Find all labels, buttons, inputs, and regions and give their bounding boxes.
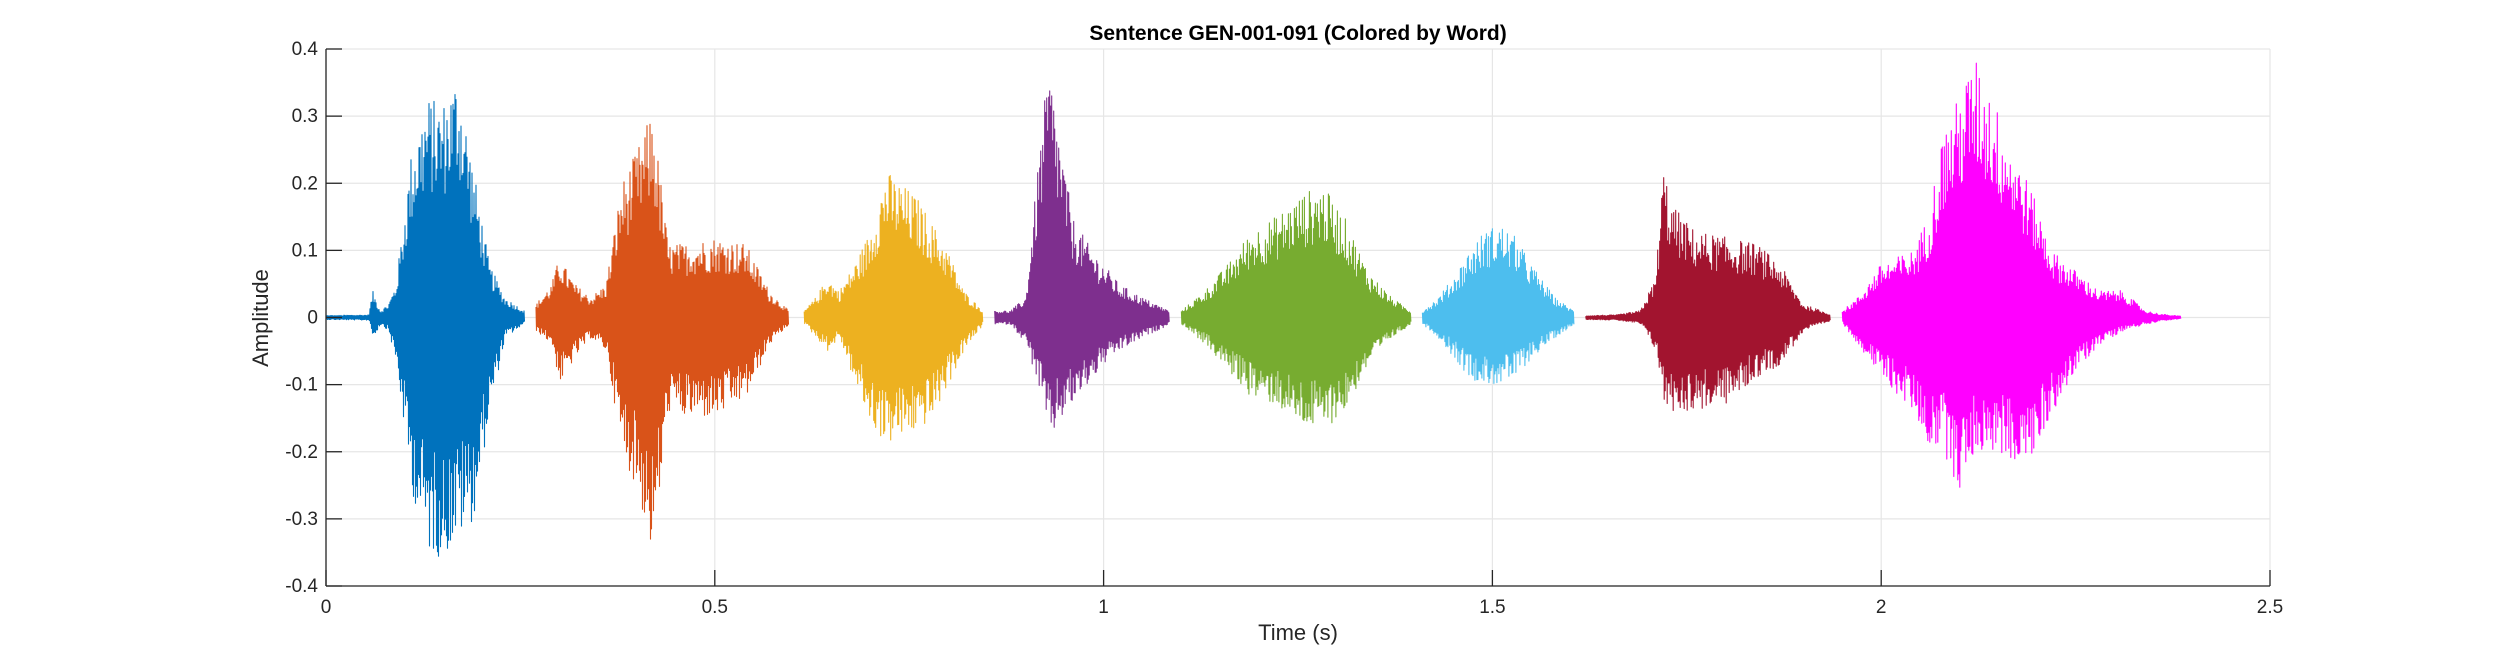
- x-axis-label: Time (s): [1258, 620, 1338, 645]
- tick-labels: 0 0.5 1 1.5 2 2.5 -0.4 -0.3 -0.2 -0.1 0 0.1 0.2 0.3 0.…: [285, 39, 2283, 618]
- word-waveform-8: [1841, 62, 2182, 488]
- y-tick-label: -0.1: [285, 375, 318, 396]
- word-waveform-3: [803, 175, 984, 441]
- word-waveform-5: [1180, 191, 1412, 424]
- axes: [325, 48, 2271, 587]
- x-tick-label: 2.5: [2257, 597, 2283, 618]
- x-tick-label: 1.5: [1479, 597, 1505, 618]
- word-waveform-4: [994, 90, 1170, 428]
- y-tick-label: 0.1: [292, 240, 318, 261]
- x-tick-label: 1: [1098, 597, 1109, 618]
- x-tick-label: 2: [1876, 597, 1887, 618]
- word-waveform-1: [325, 93, 526, 557]
- y-tick-label: -0.4: [285, 576, 318, 597]
- word-waveform-7: [1585, 177, 1831, 412]
- x-tick-label: 0: [321, 597, 332, 618]
- x-tick-label: 0.5: [702, 597, 728, 618]
- word-waveform-6: [1421, 228, 1575, 384]
- y-tick-label: -0.3: [285, 509, 318, 530]
- word-waveform-2: [535, 123, 790, 540]
- y-tick-label: 0.3: [292, 106, 318, 127]
- y-tick-label: -0.2: [285, 442, 318, 463]
- y-tick-label: 0: [307, 308, 318, 329]
- y-tick-label: 0.2: [292, 173, 318, 194]
- y-axis-label: Amplitude: [248, 269, 273, 367]
- chart-title: Sentence GEN-001-091 (Colored by Word): [1089, 22, 1506, 45]
- y-tick-label: 0.4: [292, 39, 319, 60]
- waveform-series: [325, 62, 2182, 557]
